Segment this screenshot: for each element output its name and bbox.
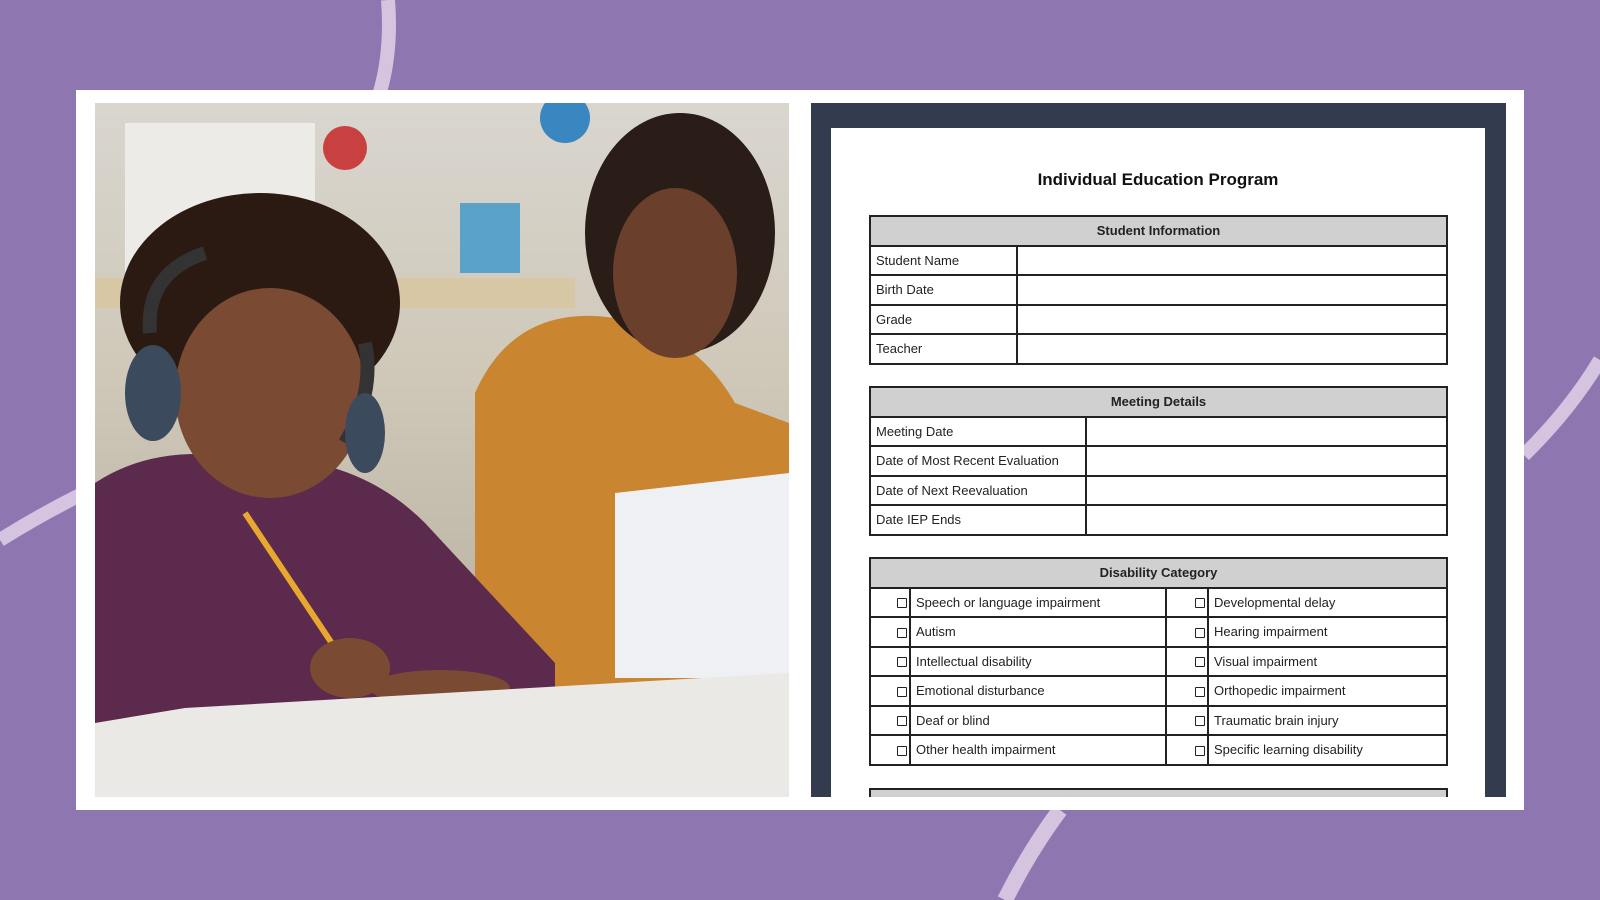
category-label: Autism xyxy=(909,616,1167,648)
table-row: Date of Next Reevaluation xyxy=(869,474,1448,506)
checkbox-cell[interactable] xyxy=(869,645,911,677)
table-heading: Student Information xyxy=(869,215,1448,247)
checkbox-cell[interactable] xyxy=(869,616,911,648)
table-heading xyxy=(869,788,1448,797)
field-label: Birth Date xyxy=(869,274,1018,306)
table-row: Teacher xyxy=(869,333,1448,365)
field-label: Teacher xyxy=(869,333,1018,365)
field-value[interactable] xyxy=(1085,504,1448,536)
field-value[interactable] xyxy=(1016,303,1448,335)
checkbox-cell[interactable] xyxy=(1165,616,1209,648)
checkbox-cell[interactable] xyxy=(1165,586,1209,618)
category-label: Visual impairment xyxy=(1207,645,1448,677)
table-row: Grade xyxy=(869,303,1448,335)
photo-student-teacher xyxy=(95,103,789,797)
field-value[interactable] xyxy=(1085,415,1448,447)
field-value[interactable] xyxy=(1016,333,1448,365)
field-label: Meeting Date xyxy=(869,415,1087,447)
field-value[interactable] xyxy=(1085,445,1448,477)
checkbox[interactable] xyxy=(1195,627,1205,638)
checkbox-cell[interactable] xyxy=(869,586,911,618)
field-label: Date IEP Ends xyxy=(869,504,1087,536)
field-label: Student Name xyxy=(869,244,1018,276)
checkbox[interactable] xyxy=(897,716,907,727)
field-label: Date of Most Recent Evaluation xyxy=(869,445,1087,477)
checkbox-cell[interactable] xyxy=(1165,645,1209,677)
table-row: Emotional disturbance Orthopedic impairme… xyxy=(869,675,1448,707)
table-row: Other health impairment Specific learning… xyxy=(869,734,1448,766)
next-section-table xyxy=(869,788,1448,797)
checkbox[interactable] xyxy=(1195,598,1205,609)
checkbox-cell[interactable] xyxy=(1165,734,1209,766)
student-information-table: Student Information Student Name Birth D… xyxy=(869,215,1448,365)
category-label: Emotional disturbance xyxy=(909,675,1167,707)
category-label: Intellectual disability xyxy=(909,645,1167,677)
table-row: Student Name xyxy=(869,244,1448,276)
checkbox[interactable] xyxy=(897,686,907,697)
category-label: Developmental delay xyxy=(1207,586,1448,618)
checkbox-cell[interactable] xyxy=(1165,675,1209,707)
checkbox[interactable] xyxy=(1195,745,1205,756)
checkbox[interactable] xyxy=(897,657,907,668)
table-row: Speech or language impairment Development… xyxy=(869,586,1448,618)
iep-document: Individual Education Program Student Inf… xyxy=(831,128,1485,797)
category-label: Other health impairment xyxy=(909,734,1167,766)
table-heading: Disability Category xyxy=(869,557,1448,589)
table-row: Intellectual disability Visual impairment xyxy=(869,645,1448,677)
field-value[interactable] xyxy=(1085,474,1448,506)
table-row: Date IEP Ends xyxy=(869,504,1448,536)
checkbox[interactable] xyxy=(897,598,907,609)
meeting-details-table: Meeting Details Meeting Date Date of Mos… xyxy=(869,386,1448,536)
field-label: Date of Next Reevaluation xyxy=(869,474,1087,506)
checkbox[interactable] xyxy=(1195,716,1205,727)
document-title: Individual Education Program xyxy=(1037,170,1279,189)
table-heading: Meeting Details xyxy=(869,386,1448,418)
table-row: Autism Hearing impairment xyxy=(869,616,1448,648)
category-label: Deaf or blind xyxy=(909,704,1167,736)
checkbox-cell[interactable] xyxy=(869,704,911,736)
field-value[interactable] xyxy=(1016,274,1448,306)
checkbox[interactable] xyxy=(1195,657,1205,668)
table-row: Date of Most Recent Evaluation xyxy=(869,445,1448,477)
checkbox-cell[interactable] xyxy=(869,734,911,766)
table-row: Meeting Date xyxy=(869,415,1448,447)
category-label: Traumatic brain injury xyxy=(1207,704,1448,736)
table-row: Deaf or blind Traumatic brain injury xyxy=(869,704,1448,736)
category-label: Speech or language impairment xyxy=(909,586,1167,618)
checkbox[interactable] xyxy=(897,627,907,638)
category-label: Specific learning disability xyxy=(1207,734,1448,766)
checkbox-cell[interactable] xyxy=(1165,704,1209,736)
category-label: Hearing impairment xyxy=(1207,616,1448,648)
checkbox-cell[interactable] xyxy=(869,675,911,707)
document-preview-panel: Individual Education Program Student Inf… xyxy=(811,103,1506,797)
category-label: Orthopedic impairment xyxy=(1207,675,1448,707)
checkbox[interactable] xyxy=(897,745,907,756)
photo-illustration xyxy=(95,103,789,797)
field-label: Grade xyxy=(869,303,1018,335)
checkbox[interactable] xyxy=(1195,686,1205,697)
table-row: Birth Date xyxy=(869,274,1448,306)
field-value[interactable] xyxy=(1016,244,1448,276)
disability-category-table: Disability Category Speech or language i… xyxy=(869,557,1448,766)
